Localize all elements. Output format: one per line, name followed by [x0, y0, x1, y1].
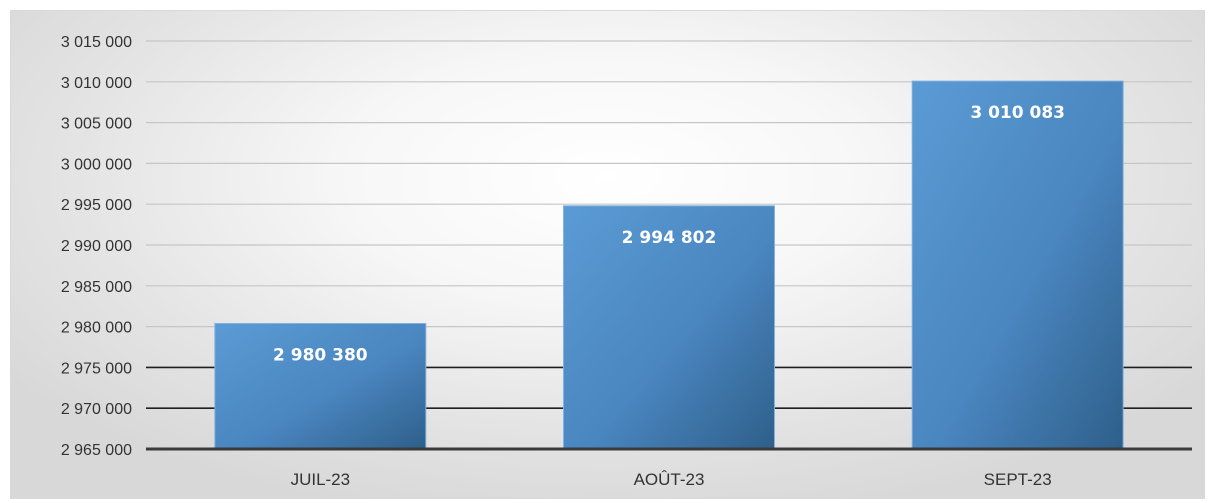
data-label-3: 3 010 083 [970, 103, 1065, 123]
bar-chart: 2 965 000 2 970 000 2 975 000 2 980 000 2 98… [61, 34, 1192, 489]
bars [214, 80, 1124, 450]
x-category-label-2: AOÛT-23 [634, 470, 705, 489]
bar-2 [563, 205, 775, 450]
labels: 2 965 000 2 970 000 2 975 000 2 980 000 2 98… [61, 34, 1065, 489]
data-label-2: 2 994 802 [622, 228, 717, 248]
y-tick-label: 3 005 000 [61, 116, 132, 133]
y-tick-label: 2 990 000 [61, 238, 132, 255]
y-tick-label: 3 015 000 [61, 34, 132, 51]
bar-3 [911, 80, 1124, 450]
x-category-label-3: SEPT-23 [984, 470, 1052, 489]
y-tick-label: 2 980 000 [61, 320, 132, 337]
bar-1 [214, 322, 427, 450]
y-tick-label: 3 010 000 [61, 75, 132, 92]
y-tick-label: 3 000 000 [61, 156, 132, 173]
x-category-label-1: JUIL-23 [291, 470, 351, 489]
y-tick-label: 2 970 000 [61, 401, 132, 418]
y-tick-label: 2 985 000 [61, 279, 132, 296]
chart-container: 2 965 000 2 970 000 2 975 000 2 980 000 2 98… [10, 10, 1205, 499]
y-tick-label: 2 975 000 [61, 360, 132, 377]
data-label-1: 2 980 380 [273, 345, 368, 365]
y-tick-label: 2 995 000 [61, 197, 132, 214]
y-tick-label: 2 965 000 [61, 442, 132, 459]
